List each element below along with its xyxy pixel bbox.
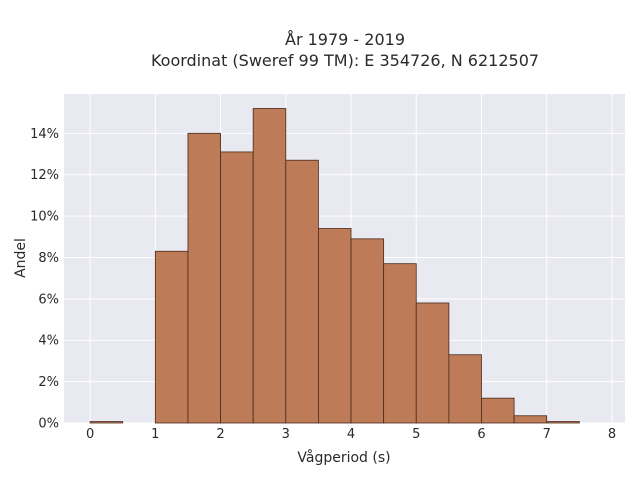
chart-title-line2: Koordinat (Sweref 99 TM): E 354726, N 62…: [151, 51, 539, 70]
histogram-bar: [481, 397, 515, 424]
y-tick-label: 2%: [38, 375, 59, 390]
y-axis-label: Andel: [13, 238, 29, 278]
y-tick-label: 10%: [30, 210, 59, 225]
x-tick-label: 0: [86, 427, 94, 442]
x-tick-label: 7: [543, 427, 551, 442]
histogram-bar: [415, 302, 450, 424]
histogram-bar: [252, 108, 287, 424]
histogram-bar: [89, 421, 124, 424]
histogram-bar: [383, 263, 417, 424]
chart-title-line1: År 1979 - 2019: [285, 30, 405, 49]
bars: [89, 108, 580, 424]
y-tick-label: 14%: [30, 127, 59, 142]
x-tick-label: 4: [347, 427, 355, 442]
y-tick-label: 12%: [30, 168, 59, 183]
histogram-bar: [285, 159, 319, 424]
x-tick-label: 6: [477, 427, 485, 442]
histogram-bar: [220, 151, 254, 424]
histogram-bar: [318, 228, 352, 424]
y-tick-label: 4%: [38, 334, 59, 349]
y-tick-label: 8%: [38, 251, 59, 266]
x-tick-label: 8: [608, 427, 616, 442]
x-tick-label: 5: [412, 427, 420, 442]
histogram-bar: [546, 421, 580, 424]
y-tick-label: 6%: [38, 292, 59, 307]
y-tick-label: 0%: [38, 417, 59, 432]
y-tick-labels: 0% 2% 4% 6% 8% 10% 12% 14%: [30, 127, 59, 432]
x-tick-labels: 0 1 2 3 4 5 6 7 8: [86, 427, 616, 442]
x-tick-label: 2: [216, 427, 224, 442]
x-tick-label: 1: [151, 427, 159, 442]
x-axis-label: Vågperiod (s): [297, 449, 390, 466]
histogram-bar: [448, 354, 482, 424]
histogram-bar: [513, 415, 548, 424]
x-tick-label: 3: [282, 427, 290, 442]
histogram-bar: [154, 250, 189, 424]
histogram-bar: [350, 238, 385, 424]
histogram-bar: [187, 132, 221, 424]
